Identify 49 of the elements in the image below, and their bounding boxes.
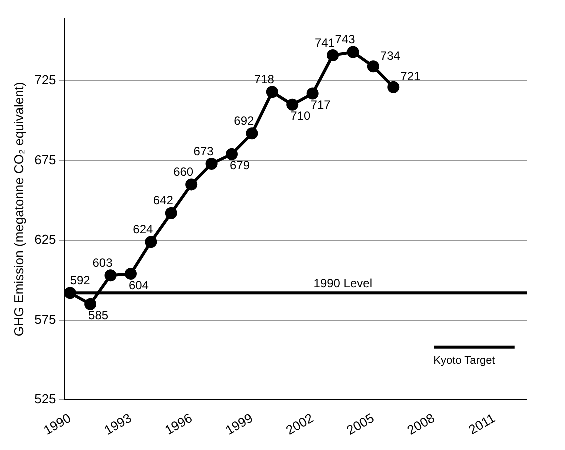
data-label: 710 [290, 109, 311, 124]
point [104, 270, 117, 282]
data-label: 624 [133, 222, 154, 236]
x-tick-label: 2002 [284, 410, 316, 438]
y-tick-label: 725 [34, 72, 56, 88]
point [145, 236, 158, 248]
y-tick-label: 525 [34, 392, 56, 407]
data-label: 721 [400, 70, 421, 84]
data-label: 718 [254, 72, 275, 86]
point [327, 49, 340, 62]
data-label: 673 [194, 144, 214, 158]
data-label: 692 [234, 114, 255, 128]
y-tick-label: 675 [34, 152, 56, 168]
point [124, 268, 137, 280]
series-label: Kyoto Target [434, 354, 496, 367]
data-label: 743 [335, 32, 356, 47]
point [226, 148, 238, 160]
point [367, 60, 380, 73]
x-tick-label: 2011 [466, 410, 498, 438]
point [206, 158, 218, 170]
point [347, 46, 360, 58]
data-label: 604 [128, 278, 150, 292]
point [246, 128, 258, 140]
point [266, 86, 278, 98]
data-label: 585 [88, 308, 109, 323]
x-tick-label: 1993 [102, 410, 134, 438]
point [84, 298, 97, 310]
x-tick-label: 1996 [162, 410, 195, 438]
data-label: 741 [315, 36, 336, 50]
ref-line-label: 1990 Level [314, 276, 372, 290]
x-tick-label: 2005 [344, 410, 377, 438]
data-label: 679 [230, 158, 250, 173]
y-tick-label: 625 [34, 232, 56, 248]
y-tick-label: 575 [34, 312, 56, 327]
data-label: 592 [70, 273, 91, 288]
data-label: 642 [153, 194, 174, 208]
data-label: 660 [174, 165, 194, 180]
point [306, 88, 319, 100]
data-label: 603 [92, 256, 114, 270]
x-tick-label: 2008 [404, 410, 438, 438]
data-label: 734 [380, 48, 401, 63]
point [388, 81, 400, 94]
x-tick-label: 1999 [222, 410, 256, 438]
y-axis-title: GHG Emission (megatonne CO₂ equivalent) [11, 82, 26, 337]
point [286, 98, 299, 111]
point [186, 178, 198, 191]
x-tick-label: 1990 [41, 410, 74, 438]
data-label: 717 [310, 98, 332, 112]
point [165, 207, 178, 220]
